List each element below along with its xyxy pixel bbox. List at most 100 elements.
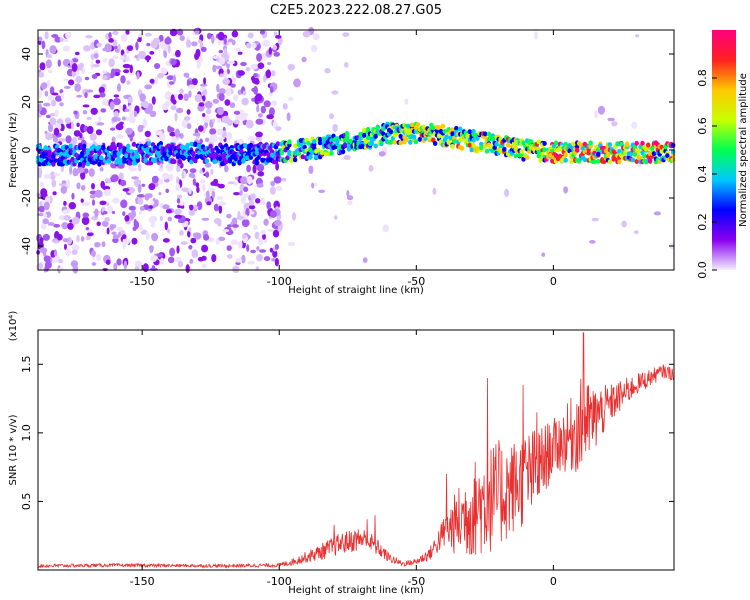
heatmap-cell [276,185,283,192]
snr-x-tick-label: -50 [407,575,425,588]
heatmap-cell [84,92,88,99]
heatmap-cell [227,254,233,259]
figure-title: C2E5.2023.222.08.27.G05 [270,3,442,18]
heatmap-cell [188,188,192,195]
heatmap-cell [216,83,220,93]
heatmap-cell [98,115,102,122]
heatmap-cell [653,211,662,216]
heatmap-cell [314,182,318,187]
heatmap-ridge-cell [314,154,319,160]
heatmap-ridge-cell [567,143,572,149]
heatmap-ridge-cell [344,131,350,136]
heatmap-ridge-cell [628,151,634,157]
heatmap-ridge-cell [408,139,413,145]
heatmap-cell [274,244,279,250]
heatmap-cell [256,183,264,188]
heatmap-cell [224,164,229,173]
heatmap-cell [102,57,108,63]
heatmap-cell [121,234,127,240]
heatmap-cell [221,115,230,124]
heatmap-cell [301,56,307,63]
heatmap-ridge-cell [459,145,465,151]
heatmap-ridge-cell [168,150,173,156]
heatmap-ridge-cell [216,148,221,154]
heatmap-cell [308,165,314,174]
heatmap-cell [58,258,63,264]
heatmap-cell [200,46,207,53]
heatmap-cell [272,249,278,258]
heatmap-ridge-cell [126,143,131,149]
heatmap-cell [151,96,156,105]
heatmap-cell [136,194,145,198]
heatmap-ridge-cell [41,153,46,159]
heatmap-cell [122,63,131,69]
heatmap-cell [166,228,171,234]
heatmap-cell [90,61,94,70]
heatmap-cell [139,206,145,211]
spectrogram-x-tick-label: 0 [550,275,557,288]
colorbar-tick-label: 0.6 [696,117,709,135]
heatmap-cell [122,211,126,217]
heatmap-cell [311,182,315,189]
heatmap-cell [167,127,175,133]
heatmap-cell [47,95,55,101]
heatmap-cell [72,167,78,177]
heatmap-cell [237,240,243,249]
heatmap-cell [266,201,272,210]
heatmap-cell [110,59,115,65]
heatmap-cell [131,176,139,180]
heatmap-cell [196,61,201,69]
heatmap-cell [46,53,53,59]
heatmap-cell [91,199,96,206]
heatmap-cell [346,195,354,201]
heatmap-cell [176,245,180,254]
heatmap-cell [165,209,172,214]
heatmap-cell [267,62,272,65]
heatmap-cell [142,118,148,127]
snr-y-tick-label: 0.5 [20,493,33,511]
heatmap-cell [102,70,108,74]
heatmap-cell [242,113,249,117]
heatmap-cell [237,70,245,76]
heatmap-cell [66,207,70,213]
heatmap-ridge-cell [433,141,438,146]
heatmap-cell [273,31,277,37]
heatmap-ridge-cell [536,139,541,145]
heatmap-cell [109,223,114,231]
heatmap-cell [80,236,85,242]
heatmap-cell [162,238,170,243]
heatmap-ridge-cell [91,144,96,150]
heatmap-cell [267,228,275,232]
heatmap-cell [151,175,159,184]
heatmap-cell [59,37,64,42]
heatmap-ridge-cell [145,153,150,159]
heatmap-ridge-cell [607,142,613,148]
heatmap-cell [635,34,640,38]
snr-x-tick-label: -100 [267,575,292,588]
heatmap-cell [262,233,266,240]
heatmap-ridge-cell [89,150,94,156]
heatmap-cell [237,51,243,55]
snr-x-ticks: -150 -100 -50 0 [130,330,557,588]
heatmap-cell [203,77,207,85]
heatmap-cell [257,113,263,118]
heatmap-cell [42,213,48,218]
heatmap-ridge-cell [37,161,43,167]
heatmap-cell [255,118,264,125]
heatmap-cell [78,62,85,68]
heatmap-cell [190,237,197,244]
heatmap-cell [324,68,331,74]
heatmap-cell [256,53,263,62]
heatmap-cell [138,210,142,215]
spectrogram-y-ticks: -40 -20 0 20 40 [20,47,674,255]
heatmap-cell [95,59,101,64]
heatmap-cell [201,263,207,269]
heatmap-ridge-cell [191,151,196,156]
heatmap-cell [172,74,176,84]
heatmap-cell [142,100,149,109]
heatmap-cell [148,183,156,191]
heatmap-cell [206,190,210,198]
heatmap-cell [142,263,149,273]
heatmap-ridge-cell [646,142,651,148]
heatmap-cell [102,47,108,52]
